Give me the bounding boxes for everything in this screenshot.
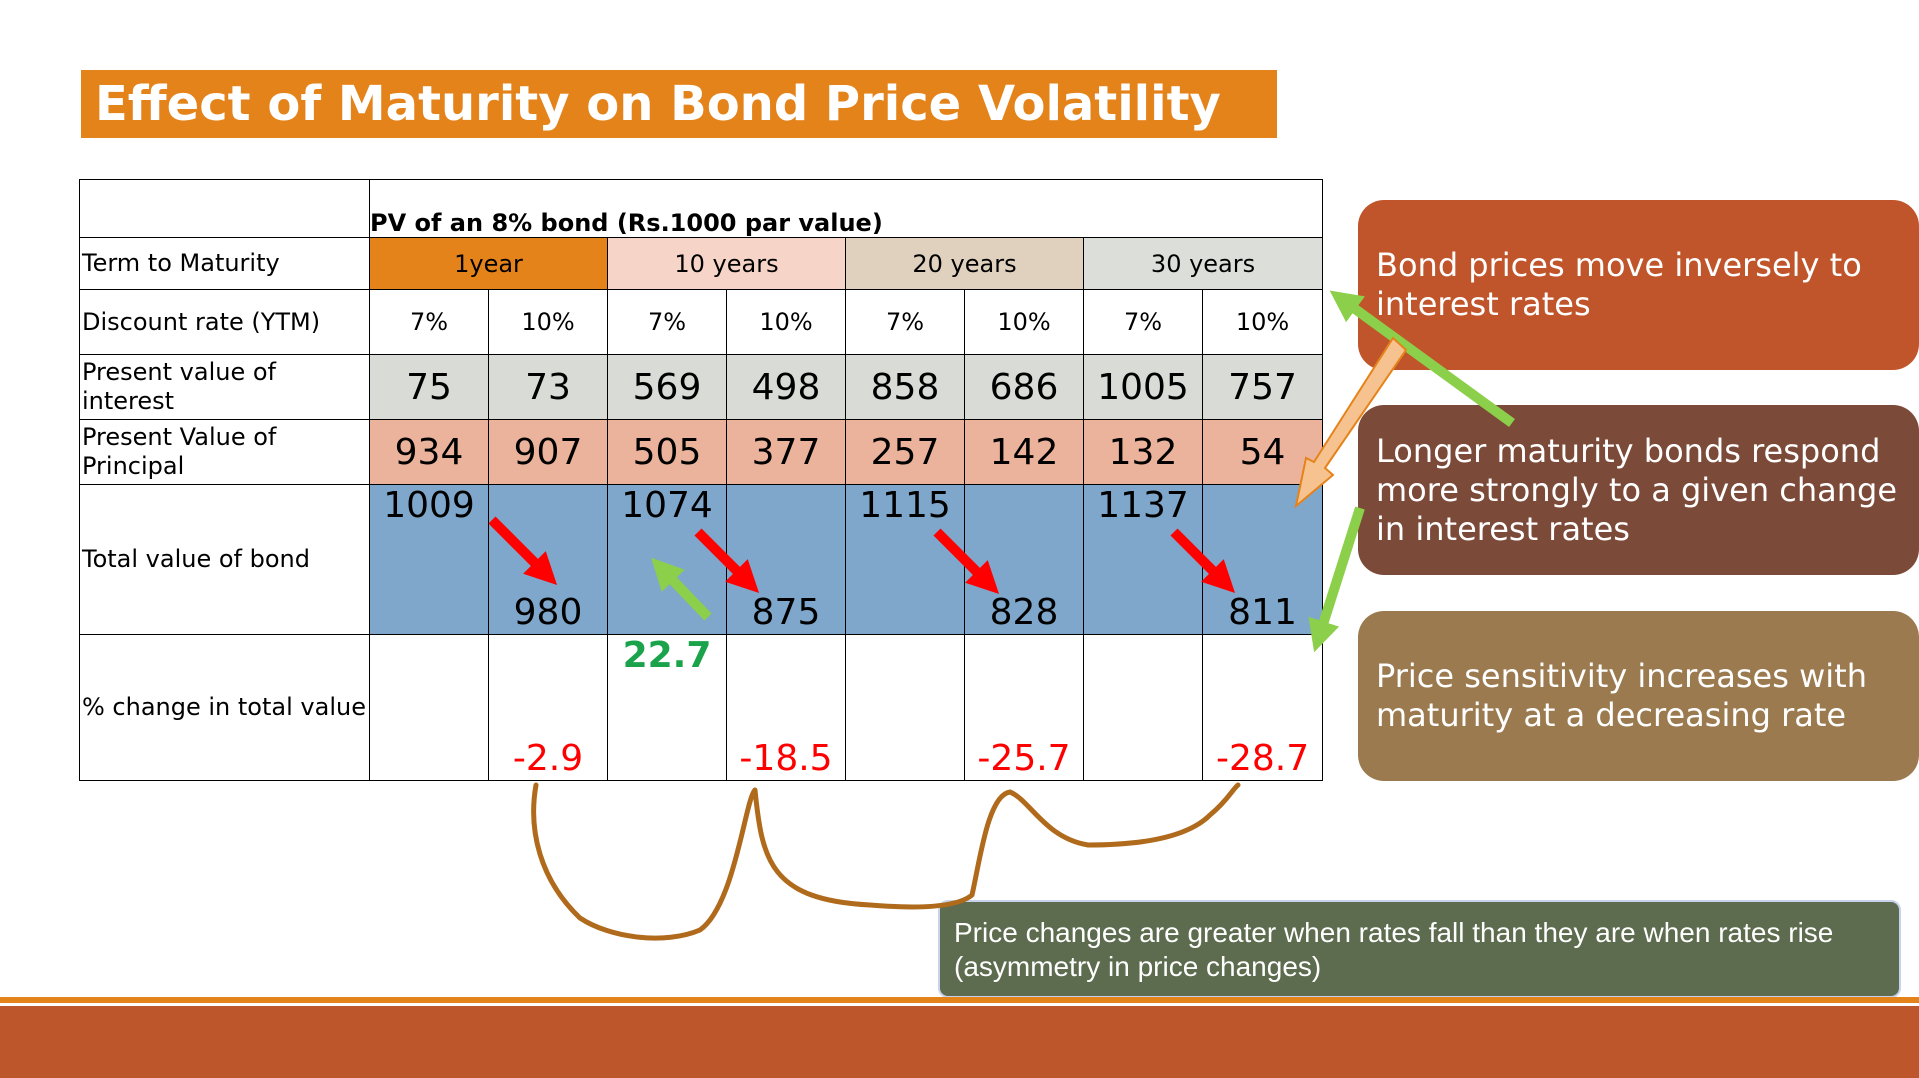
principal-cell: 934 xyxy=(369,419,489,485)
rate-cell: 7% xyxy=(607,289,727,355)
callout-inverse-relation: Bond prices move inversely to interest r… xyxy=(1358,200,1919,370)
callout-text: Longer maturity bonds respond more stron… xyxy=(1376,431,1898,548)
pct-decrease-1yr: -2.9 xyxy=(512,738,584,779)
term-30-years: 30 years xyxy=(1082,237,1324,290)
interest-row: Present value of interest 75 73 569 498 … xyxy=(79,354,1324,420)
term-row: Term to Maturity 1year 10 years 20 years… xyxy=(79,237,1324,290)
red-arrow-icon xyxy=(488,516,558,586)
footer-accent-line xyxy=(0,997,1919,1003)
total-value: 828 xyxy=(989,592,1059,633)
total-value: 1074 xyxy=(621,485,713,526)
pct-row: % change in total value -2.9 22.7 -18.5 … xyxy=(79,634,1324,781)
pct-cell: -18.5 xyxy=(726,634,846,781)
corner-cell xyxy=(79,179,370,238)
pct-decrease-30yr: -28.7 xyxy=(1215,738,1310,779)
callout-sensitivity: Price sensitivity increases with maturit… xyxy=(1358,611,1919,781)
interest-cell: 569 xyxy=(607,354,727,420)
callout-longer-maturity: Longer maturity bonds respond more stron… xyxy=(1358,405,1919,575)
interest-cell: 1005 xyxy=(1083,354,1203,420)
row-label-interest: Present value of interest xyxy=(79,354,370,420)
rate-cell: 7% xyxy=(845,289,965,355)
total-cell: 1115 xyxy=(845,484,965,635)
pct-cell: 22.7 xyxy=(607,634,727,781)
principal-cell: 132 xyxy=(1083,419,1203,485)
title-banner: Effect of Maturity on Bond Price Volatil… xyxy=(81,70,1277,138)
interest-cell: 75 xyxy=(369,354,489,420)
hollow-arrow-icon xyxy=(1294,336,1408,509)
term-20-years: 20 years xyxy=(845,237,1084,290)
principal-cell: 142 xyxy=(964,419,1084,485)
interest-cell: 858 xyxy=(845,354,965,420)
red-arrow-icon xyxy=(1170,528,1236,594)
row-label-principal: Present Value of Principal xyxy=(79,419,370,485)
pct-cell: -28.7 xyxy=(1201,634,1324,781)
total-value: 1009 xyxy=(383,485,475,526)
pct-cell xyxy=(1083,634,1203,781)
red-arrow-icon xyxy=(933,528,1000,595)
slide-title: Effect of Maturity on Bond Price Volatil… xyxy=(95,76,1221,132)
green-arrow-icon xyxy=(1308,506,1365,653)
total-cell: 1137 xyxy=(1083,484,1203,635)
total-cell: 828 xyxy=(964,484,1084,635)
row-label-term: Term to Maturity xyxy=(79,237,370,290)
principal-cell: 907 xyxy=(488,419,608,485)
pct-increase-10yr: 22.7 xyxy=(622,635,712,676)
row-label-total: Total value of bond xyxy=(79,484,370,635)
pct-decrease-10yr: -18.5 xyxy=(739,738,833,779)
pct-decrease-20yr: -25.7 xyxy=(977,738,1071,779)
green-arrow-icon xyxy=(1329,290,1515,428)
rate-cell: 10% xyxy=(964,289,1084,355)
row-label-pct: % change in total value xyxy=(79,634,370,781)
total-value: 1115 xyxy=(859,485,951,526)
principal-row: Present Value of Principal 934 907 505 3… xyxy=(79,419,1324,485)
rate-cell: 10% xyxy=(488,289,608,355)
footer-band xyxy=(0,1006,1919,1078)
total-value: 980 xyxy=(513,592,583,633)
principal-cell: 377 xyxy=(726,419,846,485)
pct-cell: -2.9 xyxy=(488,634,608,781)
interest-cell: 73 xyxy=(488,354,608,420)
total-cell: 1009 xyxy=(369,484,489,635)
total-value: 875 xyxy=(751,592,821,633)
total-value: 1137 xyxy=(1097,485,1189,526)
interest-cell: 757 xyxy=(1201,354,1324,420)
callout-text: Bond prices move inversely to interest r… xyxy=(1376,246,1862,323)
pct-cell xyxy=(845,634,965,781)
rate-cell: 10% xyxy=(726,289,846,355)
rate-cell: 10% xyxy=(1201,289,1324,355)
total-value: 811 xyxy=(1228,592,1297,633)
interest-cell: 686 xyxy=(964,354,1084,420)
callout-text: Price sensitivity increases with maturit… xyxy=(1376,657,1867,734)
asymmetry-curve-icon xyxy=(531,782,1241,941)
pct-cell xyxy=(369,634,489,781)
rate-cell: 7% xyxy=(1083,289,1203,355)
green-arrow-icon xyxy=(651,557,712,621)
red-arrow-icon xyxy=(694,528,760,594)
pct-cell: -25.7 xyxy=(964,634,1084,781)
row-label-rate: Discount rate (YTM) xyxy=(79,289,370,355)
bond-volatility-table: PV of an 8% bond (Rs.1000 par value) Ter… xyxy=(79,179,1324,781)
